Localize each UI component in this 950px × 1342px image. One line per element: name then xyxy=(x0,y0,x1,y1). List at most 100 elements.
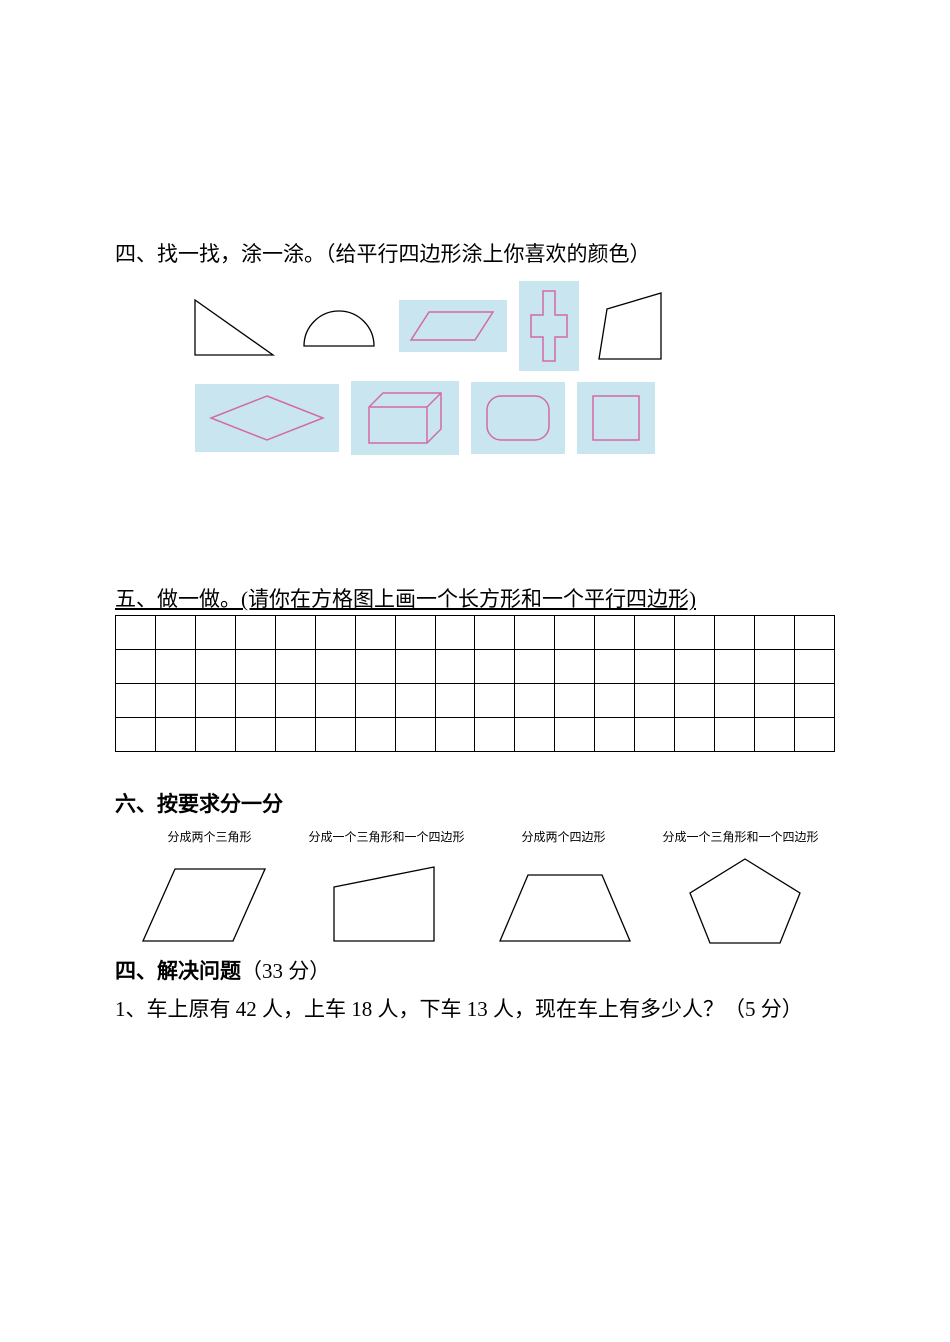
split-label: 分成一个三角形和一个四边形 xyxy=(652,828,829,845)
grid-cell xyxy=(555,683,595,717)
section-5-grid-title: 五、做一做。(请你在方格图上画一个长方形和一个平行四边形) xyxy=(115,585,835,614)
split-label: 分成两个三角形 xyxy=(121,828,298,845)
grid-cell xyxy=(315,717,355,751)
shape-triangle xyxy=(185,290,280,362)
grid-cell xyxy=(355,683,395,717)
section-solve-title-rest: （33 分） xyxy=(241,959,330,983)
grid-cell xyxy=(635,683,675,717)
grid-cell xyxy=(116,717,156,751)
grid-cell xyxy=(794,717,834,751)
grid-cell xyxy=(635,615,675,649)
section-4-find-title: 四、找一找，涂一涂。（给平行四边形涂上你喜欢的颜色） xyxy=(115,240,835,269)
split-labels-row: 分成两个三角形 分成一个三角形和一个四边形 分成两个四边形 分成一个三角形和一个… xyxy=(115,828,835,845)
grid-cell xyxy=(235,683,275,717)
shape-rhombus xyxy=(195,384,339,452)
grid-cell xyxy=(475,649,515,683)
grid-cell xyxy=(235,615,275,649)
grid-cell xyxy=(116,649,156,683)
shape-cross xyxy=(519,281,579,371)
grid-cell xyxy=(315,649,355,683)
grid-cell xyxy=(715,717,755,751)
grid-cell xyxy=(794,683,834,717)
grid-cell xyxy=(675,649,715,683)
grid-cell xyxy=(675,615,715,649)
shape-quad xyxy=(591,287,671,365)
grid-cell xyxy=(595,649,635,683)
grid-cell xyxy=(395,683,435,717)
grid-cell xyxy=(435,717,475,751)
grid-cell xyxy=(475,615,515,649)
grid-cell xyxy=(515,649,555,683)
grid-cell xyxy=(155,649,195,683)
grid-cell xyxy=(315,683,355,717)
grid-cell xyxy=(635,717,675,751)
grid-cell xyxy=(155,615,195,649)
grid-cell xyxy=(355,649,395,683)
grid-cell xyxy=(515,615,555,649)
split-shape-parallelogram xyxy=(115,859,295,951)
shape-semicircle xyxy=(292,296,387,356)
grid-cell xyxy=(116,615,156,649)
grid-cell xyxy=(275,649,315,683)
grid-cell xyxy=(794,649,834,683)
grid-cell xyxy=(195,615,235,649)
grid-cell xyxy=(195,717,235,751)
shape-parallelogram-1 xyxy=(399,300,507,352)
grid-cell xyxy=(715,683,755,717)
grid-cell xyxy=(755,649,795,683)
shape-cuboid xyxy=(351,381,459,455)
grid-cell xyxy=(395,717,435,751)
split-label: 分成一个三角形和一个四边形 xyxy=(298,828,475,845)
grid-cell xyxy=(635,649,675,683)
split-shape-quad xyxy=(295,859,475,951)
grid-cell xyxy=(315,615,355,649)
grid-cell xyxy=(715,615,755,649)
grid-cell xyxy=(195,649,235,683)
grid-cell xyxy=(155,683,195,717)
section-6-title: 六、按要求分一分 xyxy=(115,788,835,818)
grid-cell xyxy=(435,615,475,649)
grid-cell xyxy=(794,615,834,649)
shapes-row-2 xyxy=(195,381,835,455)
grid-cell xyxy=(515,683,555,717)
grid-cell xyxy=(555,615,595,649)
question-1: 1、车上原有 42 人，上车 18 人，下车 13 人，现在车上有多少人？（5 … xyxy=(115,993,835,1023)
grid-cell xyxy=(715,649,755,683)
grid-cell xyxy=(755,615,795,649)
split-shapes-row xyxy=(115,851,835,951)
grid-cell xyxy=(275,717,315,751)
grid-cell xyxy=(355,615,395,649)
grid-cell xyxy=(355,717,395,751)
grid-cell xyxy=(595,615,635,649)
grid-cell xyxy=(515,717,555,751)
grid-cell xyxy=(275,615,315,649)
split-shape-trapezoid xyxy=(475,863,655,951)
grid-cell xyxy=(595,717,635,751)
drawing-grid xyxy=(115,615,835,752)
grid-cell xyxy=(235,717,275,751)
split-shape-pentagon xyxy=(655,851,835,951)
grid-cell xyxy=(755,683,795,717)
grid-cell xyxy=(555,649,595,683)
grid-cell xyxy=(475,683,515,717)
grid-cell xyxy=(275,683,315,717)
grid-cell xyxy=(675,717,715,751)
split-label: 分成两个四边形 xyxy=(475,828,652,845)
grid-cell xyxy=(116,683,156,717)
shape-rounded-rect xyxy=(471,382,565,454)
grid-cell xyxy=(475,717,515,751)
section-solve-title-bold: 四、解决问题 xyxy=(115,959,241,983)
grid-cell xyxy=(435,683,475,717)
grid-cell xyxy=(675,683,715,717)
grid-cell xyxy=(435,649,475,683)
shape-square xyxy=(577,382,655,454)
grid-cell xyxy=(235,649,275,683)
grid-cell xyxy=(595,683,635,717)
grid-cell xyxy=(555,717,595,751)
grid-cell xyxy=(395,649,435,683)
shapes-row-1 xyxy=(185,281,835,371)
grid-cell xyxy=(155,717,195,751)
grid-cell xyxy=(195,683,235,717)
grid-cell xyxy=(755,717,795,751)
section-solve-title: 四、解决问题（33 分） xyxy=(115,955,835,985)
